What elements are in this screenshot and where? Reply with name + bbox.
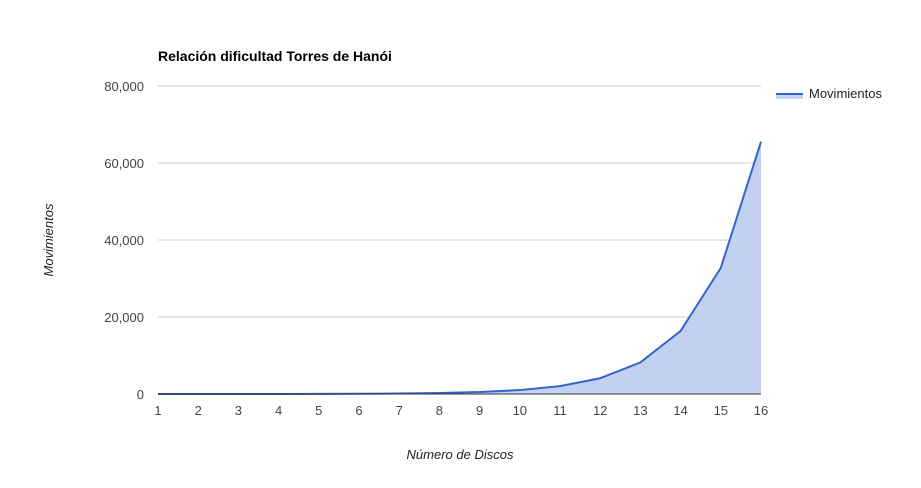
x-axis-title: Número de Discos (407, 447, 514, 462)
x-tick-label: 16 (754, 403, 768, 418)
data-point[interactable] (758, 139, 764, 145)
x-tick-label: 9 (476, 403, 483, 418)
y-tick-label: 80,000 (104, 79, 144, 94)
x-tick-label: 8 (436, 403, 443, 418)
x-tick-label: 10 (513, 403, 527, 418)
data-point[interactable] (557, 383, 563, 389)
y-axis-title: Movimientos (41, 203, 56, 276)
x-tick-label: 6 (355, 403, 362, 418)
x-tick-label: 11 (553, 403, 567, 418)
x-tick-label: 14 (673, 403, 687, 418)
y-tick-label: 40,000 (104, 233, 144, 248)
series-area (158, 141, 761, 394)
x-tick-label: 3 (235, 403, 242, 418)
x-tick-label: 13 (633, 403, 647, 418)
data-point[interactable] (718, 265, 724, 271)
x-tick-label: 7 (396, 403, 403, 418)
data-point[interactable] (678, 328, 684, 334)
x-tick-label: 2 (195, 403, 202, 418)
gridlines (158, 85, 761, 318)
y-tick-label: 20,000 (104, 310, 144, 325)
x-tick-label: 4 (275, 403, 282, 418)
data-point[interactable] (637, 359, 643, 365)
data-point[interactable] (436, 390, 442, 396)
legend: Movimientos (776, 86, 882, 101)
plot-area (157, 139, 764, 396)
x-tick-label: 1 (154, 403, 161, 418)
legend-swatch-fill (776, 95, 803, 99)
y-tick-label: 0 (137, 387, 144, 402)
chart-title: Relación dificultad Torres de Hanói (158, 48, 392, 64)
data-point[interactable] (597, 375, 603, 381)
x-tick-label: 5 (315, 403, 322, 418)
data-point[interactable] (517, 387, 523, 393)
legend-label: Movimientos (809, 86, 882, 101)
x-tick-label: 12 (593, 403, 607, 418)
x-axis-ticks: 1 2 3 4 5 6 7 8 9 10 11 12 13 14 15 16 (154, 403, 768, 418)
y-axis-ticks: 0 20,000 40,000 60,000 80,000 (104, 79, 144, 402)
x-tick-label: 15 (714, 403, 728, 418)
y-tick-label: 60,000 (104, 156, 144, 171)
